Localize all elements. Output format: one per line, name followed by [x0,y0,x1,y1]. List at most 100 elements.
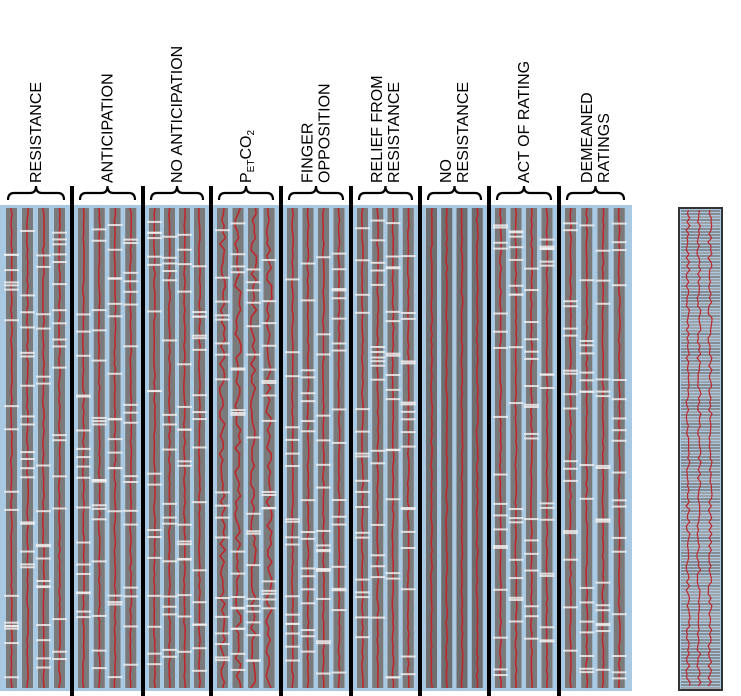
event-tick [400,431,416,434]
event-tick [91,423,107,426]
stripe [248,208,259,688]
event-tick [355,293,370,296]
event-tick [36,580,51,583]
side-row [681,210,720,212]
event-tick [192,418,207,421]
event-tick [107,467,123,470]
event-tick [230,409,246,412]
event-tick [123,475,139,478]
side-row [681,264,720,266]
event-tick [611,222,627,225]
side-signal [707,209,713,687]
event-tick [162,655,177,658]
side-row [681,417,720,419]
event-tick [52,366,67,369]
event-tick [91,420,107,423]
side-row [681,609,720,611]
column-label: RATINGS [596,113,613,183]
side-row [681,486,720,488]
side-row [681,255,720,257]
event-tick [355,259,370,262]
event-tick [611,398,627,401]
event-tick [162,613,177,616]
event-tick [4,284,19,287]
event-tick [20,415,35,418]
event-tick [107,302,123,305]
side-row [681,435,720,437]
event-tick [261,381,277,384]
event-tick [192,348,207,351]
side-row [681,429,720,431]
side-row [681,618,720,620]
event-tick [355,479,370,482]
event-tick [316,567,331,570]
side-row [681,543,720,545]
event-tick [611,249,627,252]
event-tick [524,350,539,353]
event-tick [246,512,261,515]
side-row [681,669,720,671]
event-tick [385,498,401,501]
event-tick [331,523,347,526]
side-row [681,522,720,524]
event-tick [246,597,261,600]
side-row [681,294,720,296]
event-tick [123,411,139,414]
stripe [263,208,275,688]
side-row [681,639,720,641]
event-tick [177,405,192,408]
event-tick [493,514,508,517]
side-row [681,612,720,614]
event-tick [508,293,524,296]
event-tick [261,598,277,601]
event-tick [300,537,316,540]
event-tick [147,231,162,234]
event-tick [300,602,316,605]
event-tick [331,349,347,352]
event-tick [331,317,347,320]
event-tick [36,254,51,257]
event-tick [76,330,91,333]
event-tick [300,392,316,395]
event-tick [285,351,300,354]
event-tick [246,564,261,567]
event-tick [215,342,230,345]
event-tick [52,650,67,653]
event-tick [331,268,347,271]
event-tick [539,238,555,241]
event-tick [285,278,300,281]
event-tick [385,577,401,580]
event-tick [261,368,277,371]
event-tick [215,516,230,519]
event-tick [177,248,192,251]
event-tick [300,650,316,653]
side-row [681,642,720,644]
event-tick [539,245,555,248]
side-row [681,603,720,605]
event-tick [261,592,277,595]
event-tick [524,432,539,435]
event-tick [123,403,139,406]
event-tick [192,647,207,650]
event-tick [563,479,578,482]
event-tick [285,520,300,523]
event-tick [370,554,386,557]
event-tick [563,222,578,225]
event-tick [370,616,386,619]
side-row [681,291,720,293]
signal-line [545,207,549,688]
event-tick [285,536,300,539]
event-tick [370,462,386,465]
event-tick [493,588,508,591]
event-tick [4,428,19,431]
event-tick [215,536,230,539]
event-tick [215,643,230,646]
side-row [681,240,720,242]
event-tick [246,281,261,284]
event-tick [162,522,177,525]
event-tick [355,311,370,314]
event-tick [508,598,524,601]
event-tick [563,532,578,535]
event-tick [147,556,162,559]
